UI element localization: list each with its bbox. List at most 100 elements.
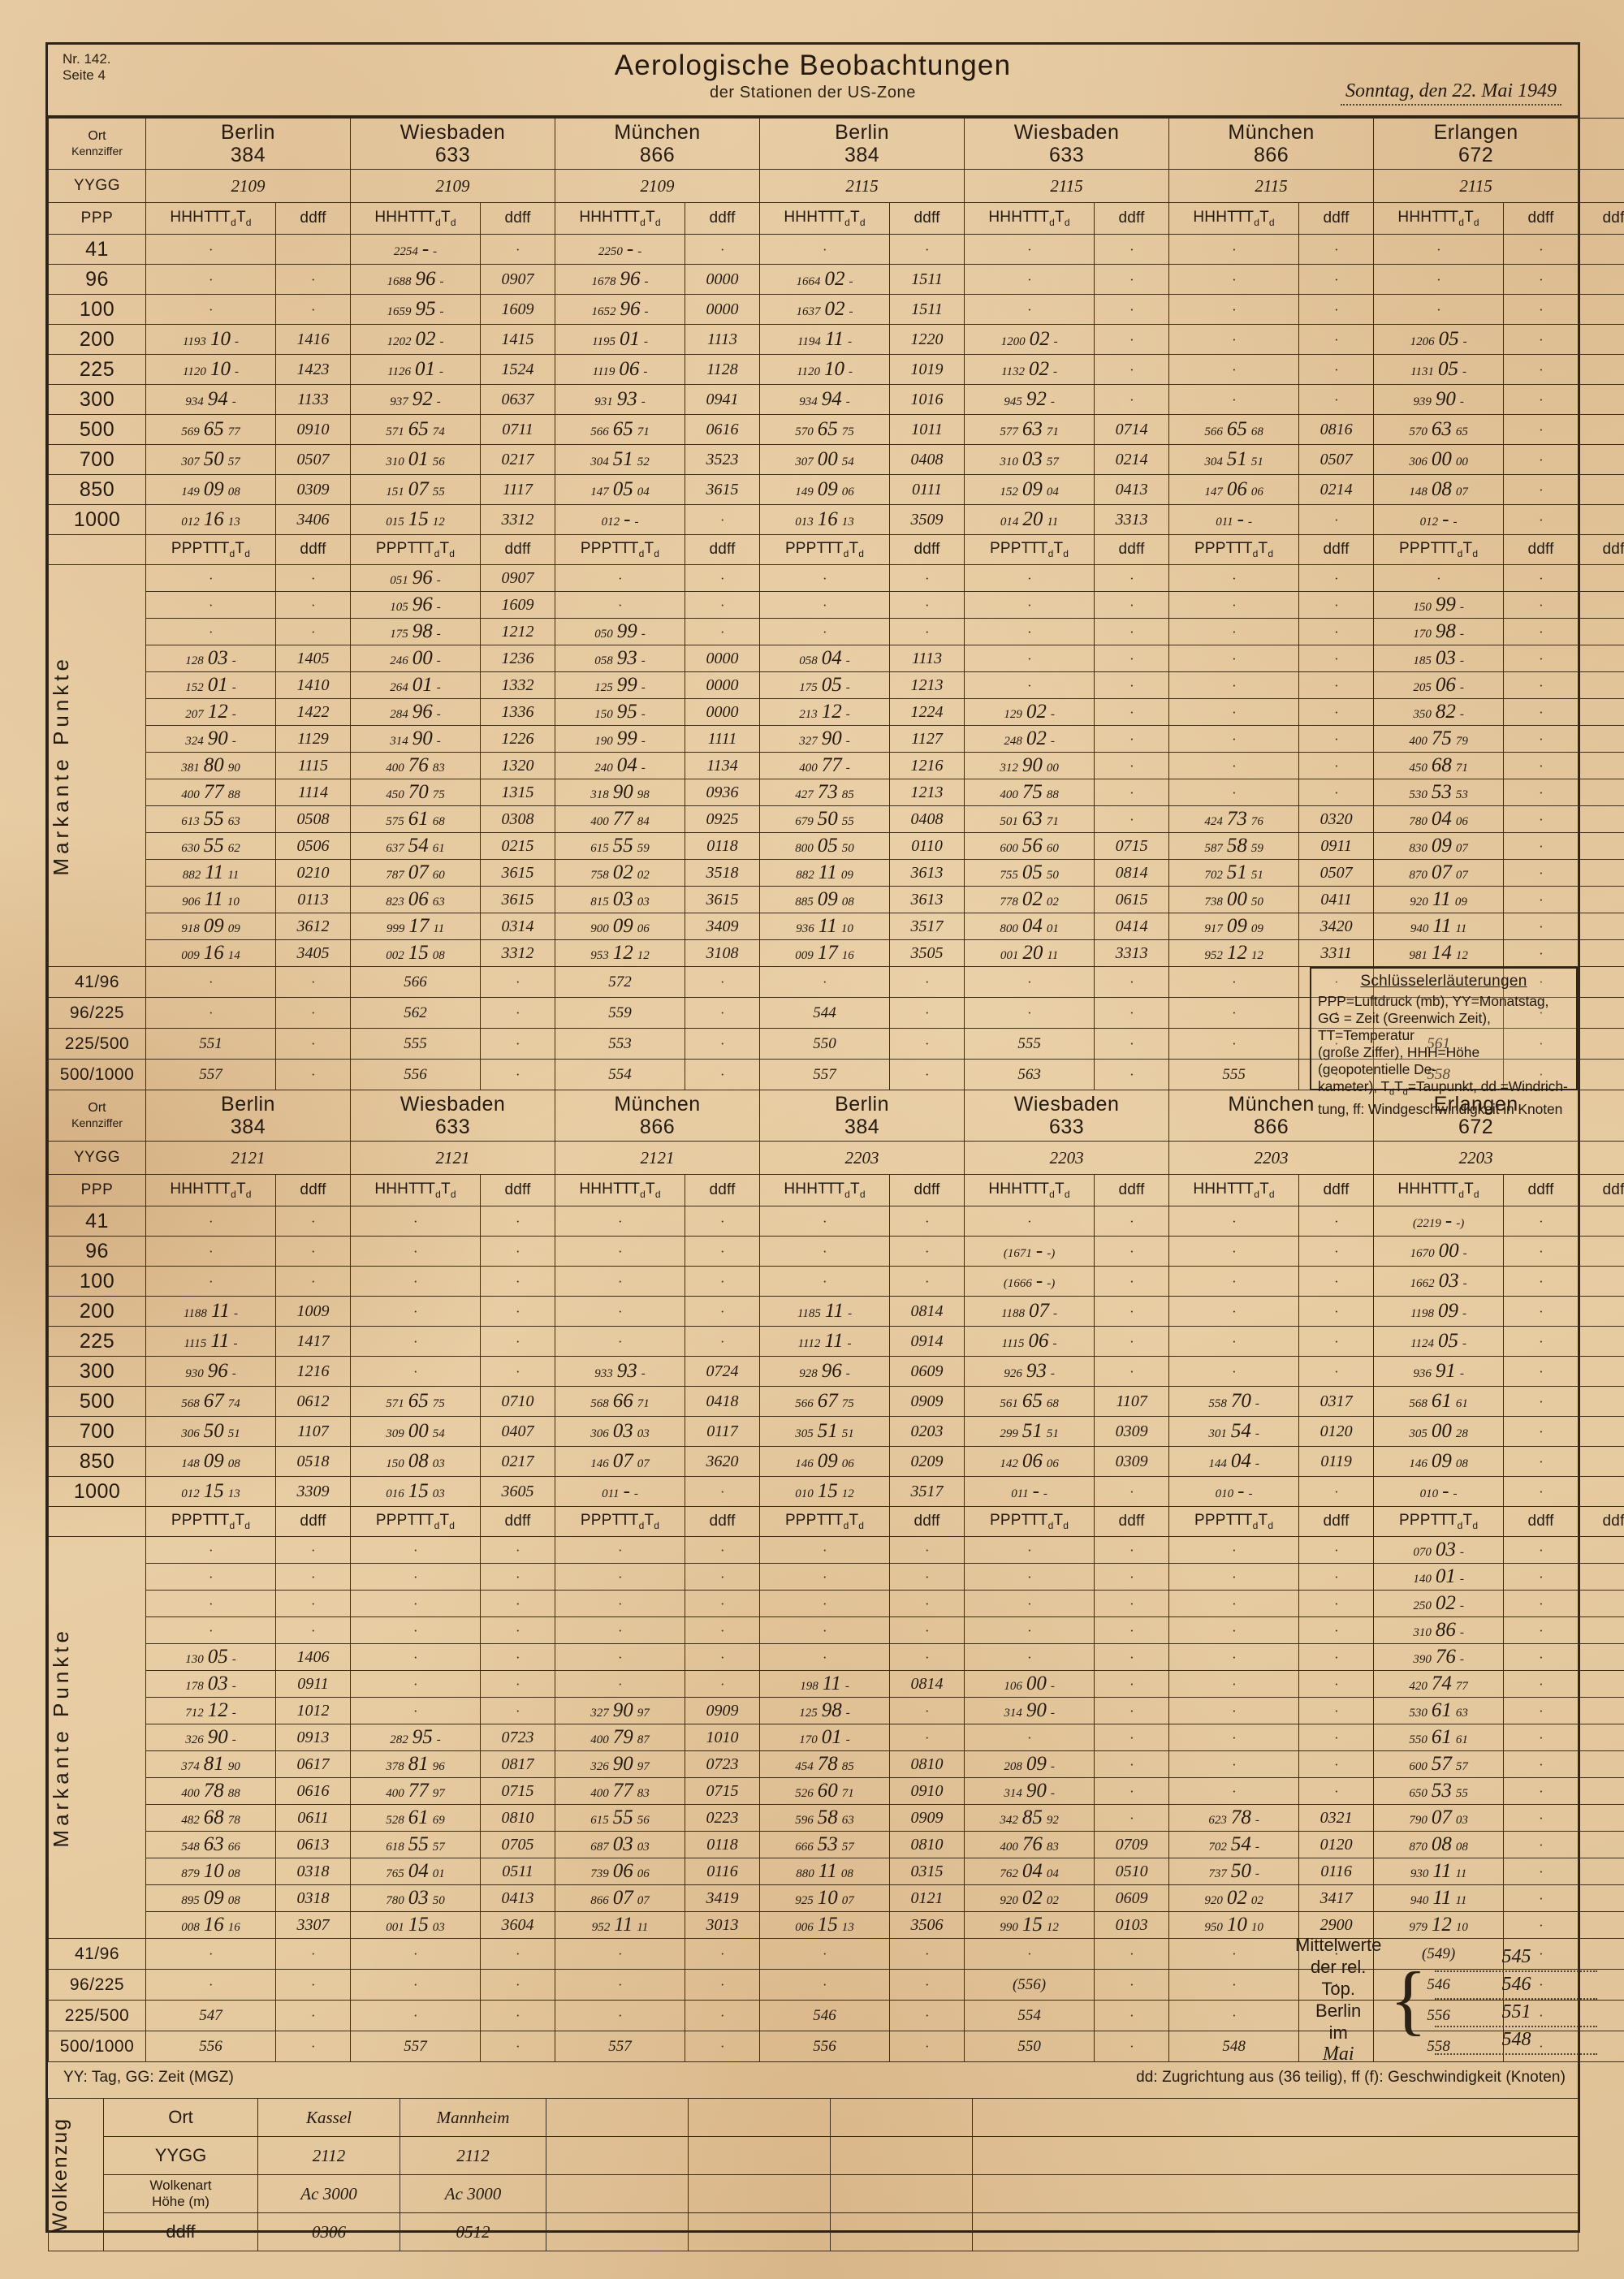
cell-hhh-b2-1-3: · xyxy=(759,1236,891,1267)
col-header-ddff-0: ddff xyxy=(274,1174,352,1206)
mark-cell-ppp-b2-6-7 xyxy=(1578,1697,1624,1724)
mark-cell-ppp-b1-9-3: 679 50 55 xyxy=(759,805,891,833)
thickness-cell-b1-3-0: 557 xyxy=(145,1059,276,1090)
cell-ddff-b1-5-6: · xyxy=(1503,384,1579,415)
document-number: Nr. 142. xyxy=(63,51,111,67)
yygg-value-0: 2121 xyxy=(145,1141,352,1175)
mark-cell-ppp-b2-4-2: · xyxy=(555,1643,686,1671)
thickness-label: 96/225 xyxy=(48,1969,146,2001)
cell-ddff-b2-3-4: · xyxy=(1094,1296,1170,1327)
mark-cell-ppp-b1-9-0: 613 55 63 xyxy=(145,805,276,833)
markante-row: 548 63 66 0613 618 55 57 0705 687 03 03 0118 6… xyxy=(49,1831,1624,1858)
cell-hhh-b1-5-0: 934 94 - xyxy=(145,384,276,415)
mark-cell-ppp-b1-14-2: 953 12 12 xyxy=(555,939,686,967)
thickness-merged-note-cell-b2-3 xyxy=(1578,2031,1624,2062)
thickness-cell-b2-0-5: · xyxy=(685,1938,761,1970)
mark-cell-ddff-b2-14-4: 0103 xyxy=(1094,1911,1170,1939)
markante-punkte-label: Markante Punkte xyxy=(49,655,73,876)
cell-ddff-b1-1-1: 0907 xyxy=(480,264,556,295)
mark-cell-ddff-b2-8-4: · xyxy=(1094,1750,1170,1778)
cell-hhh-b1-4-6: 1131 05 - xyxy=(1373,354,1505,385)
mark-cell-ppp-b2-4-5: · xyxy=(1168,1643,1300,1671)
mark-cell-ddff-b2-11-6: · xyxy=(1503,1831,1579,1858)
mark-cell-ddff-b1-7-5: · xyxy=(1298,752,1375,779)
mark-cell-ppp-b2-9-3: 526 60 71 xyxy=(759,1777,891,1805)
wolkenzug-row: Wolkenart Höhe (m) Ac 3000 Ac 3000 xyxy=(49,2174,1579,2213)
station-name: Erlangen xyxy=(1433,1093,1518,1116)
col-header-ddff-5: ddff xyxy=(1298,1174,1375,1206)
cell-hhh-b1-9-1: 015 15 12 xyxy=(350,504,482,535)
thickness-row: 500/1000 556 · 557 · 557 · 556 · 550 · 548 · 558 · xyxy=(48,2031,1624,2062)
mark-cell-ddff-b2-3-4: · xyxy=(1094,1616,1170,1644)
mark-cell-ddff-b2-5-2: · xyxy=(685,1670,761,1698)
mark-cell-ppp-b2-1-7 xyxy=(1578,1563,1624,1591)
cell-hhh-b2-8-0: 148 09 08 xyxy=(145,1446,276,1477)
mark-cell-ppp-b2-10-6: 790 07 03 xyxy=(1373,1804,1505,1832)
mark-cell-ddff-b2-2-4: · xyxy=(1094,1590,1170,1617)
mark-cell-ppp-b2-3-1: · xyxy=(350,1616,482,1644)
mark-cell-ppp-b1-7-4: 312 90 00 xyxy=(964,752,1095,779)
cell-hhh-b1-8-6: 148 08 07 xyxy=(1373,474,1505,505)
pressure-level-label: 96 xyxy=(48,264,146,295)
cell-ddff-b2-8-6: · xyxy=(1503,1446,1579,1477)
cell-ddff-b1-2-5: · xyxy=(1298,294,1375,325)
cell-hhh-b1-7-4: 310 03 57 xyxy=(964,444,1095,475)
markante-header-spacer xyxy=(48,534,146,565)
cell-hhh-b2-3-7 xyxy=(1578,1296,1624,1327)
mark-cell-ppp-b2-5-6: 420 74 77 xyxy=(1373,1670,1505,1698)
cell-ddff-b1-6-5: 0816 xyxy=(1298,414,1375,445)
cell-ddff-b1-8-3: 0111 xyxy=(889,474,965,505)
mark-cell-ppp-b1-12-7 xyxy=(1578,886,1624,913)
cell-ddff-b2-4-1: · xyxy=(480,1326,556,1357)
mark-cell-ddff-b1-7-2: 1134 xyxy=(685,752,761,779)
mark-cell-ppp-b2-6-4: 314 90 - xyxy=(964,1697,1095,1724)
cell-ddff-b2-0-6: · xyxy=(1503,1206,1579,1237)
thickness-cell-b2-1-7: · xyxy=(889,1969,965,2001)
cell-ddff-b2-3-6: · xyxy=(1503,1296,1579,1327)
thickness-row: 225/500 547 · · · · · 546 · 554 · · · 556 · xyxy=(48,2000,1624,2031)
wolkenzug-header-wolkenart: Wolkenart Höhe (m) xyxy=(103,2174,258,2213)
cell-hhh-b2-9-7 xyxy=(1578,1476,1624,1507)
mark-cell-ddff-b1-5-6: · xyxy=(1503,698,1579,726)
mark-cell-ddff-b1-9-3: 0408 xyxy=(889,805,965,833)
mark-cell-ppp-b1-12-5: 738 00 50 xyxy=(1168,886,1300,913)
thickness-cell-b2-3-13: · xyxy=(1503,2031,1579,2062)
mark-col-header-ddff-6: ddff xyxy=(1503,534,1579,565)
mark-cell-ddff-b1-3-0: 1405 xyxy=(274,645,352,672)
station-code: 633 xyxy=(1048,144,1085,166)
cell-hhh-b2-8-3: 146 09 06 xyxy=(759,1446,891,1477)
markante-row: 178 03 -0911 · · · · 198 11 -0814 106 00 - · · · 4… xyxy=(49,1670,1624,1698)
cell-hhh-b2-3-0: 1188 11 - xyxy=(145,1296,276,1327)
mark-cell-ppp-b2-13-5: 920 02 02 xyxy=(1168,1884,1300,1912)
mark-cell-ddff-b2-14-0: 3307 xyxy=(274,1911,352,1939)
cell-hhh-b2-6-3: 566 67 75 xyxy=(759,1386,891,1417)
cell-hhh-b1-2-5: · xyxy=(1168,294,1300,325)
cell-hhh-b1-9-3: 013 16 13 xyxy=(759,504,891,535)
mark-cell-ppp-b2-2-2: · xyxy=(555,1590,686,1617)
thickness-cell-b1-1-2: 562 xyxy=(350,997,482,1029)
cell-ddff-b1-7-5: 0507 xyxy=(1298,444,1375,475)
cell-ddff-b1-6-6: · xyxy=(1503,414,1579,445)
mark-cell-ppp-b2-0-5: · xyxy=(1168,1536,1300,1564)
mark-cell-ppp-b1-11-7 xyxy=(1578,859,1624,887)
pressure-level-label: 100 xyxy=(48,1266,146,1297)
pressure-row: 200 1193 10 -1416 1202 02 -1415 1195 01 -11… xyxy=(48,324,1624,355)
markante-row: 918 09 09 3612 999 17 11 0314 900 09 06 3409 9… xyxy=(49,913,1624,940)
thickness-cell-b2-3-4: 557 xyxy=(555,2031,686,2062)
markante-header-row: PPPTTTdTd ddff PPPTTTdTd ddff PPPTTTdTd ddff P… xyxy=(48,534,1624,565)
thickness-cell-b2-1-1: · xyxy=(274,1969,352,2001)
col-header-hhh-6: HHHTTTdTd xyxy=(1373,1174,1505,1206)
wolkenzug-row: YYGG 2112 2112 xyxy=(49,2136,1579,2175)
mittelwerte-line2: der rel. Top. xyxy=(1310,1956,1367,1999)
col-header-hhh-3: HHHTTTdTd xyxy=(759,1174,891,1206)
wolkenzug-pad-1 xyxy=(971,2136,1579,2175)
thickness-cell-b1-1-6: 544 xyxy=(759,997,891,1029)
mark-cell-ddff-b1-9-0: 0508 xyxy=(274,805,352,833)
cell-hhh-b2-9-3: 010 15 12 xyxy=(759,1476,891,1507)
mark-col-header-ddff-3: ddff xyxy=(889,534,965,565)
mark-cell-ddff-b2-13-5: 3417 xyxy=(1298,1884,1375,1912)
mark-cell-ddff-b2-10-6: · xyxy=(1503,1804,1579,1832)
legend-body: PPP=Luftdruck (mb), YY=Monatstag, GG = Z… xyxy=(1318,992,1568,1118)
mark-cell-ppp-b2-0-6: 070 03 - xyxy=(1373,1536,1505,1564)
cell-ddff-b1-5-1: 0637 xyxy=(480,384,556,415)
